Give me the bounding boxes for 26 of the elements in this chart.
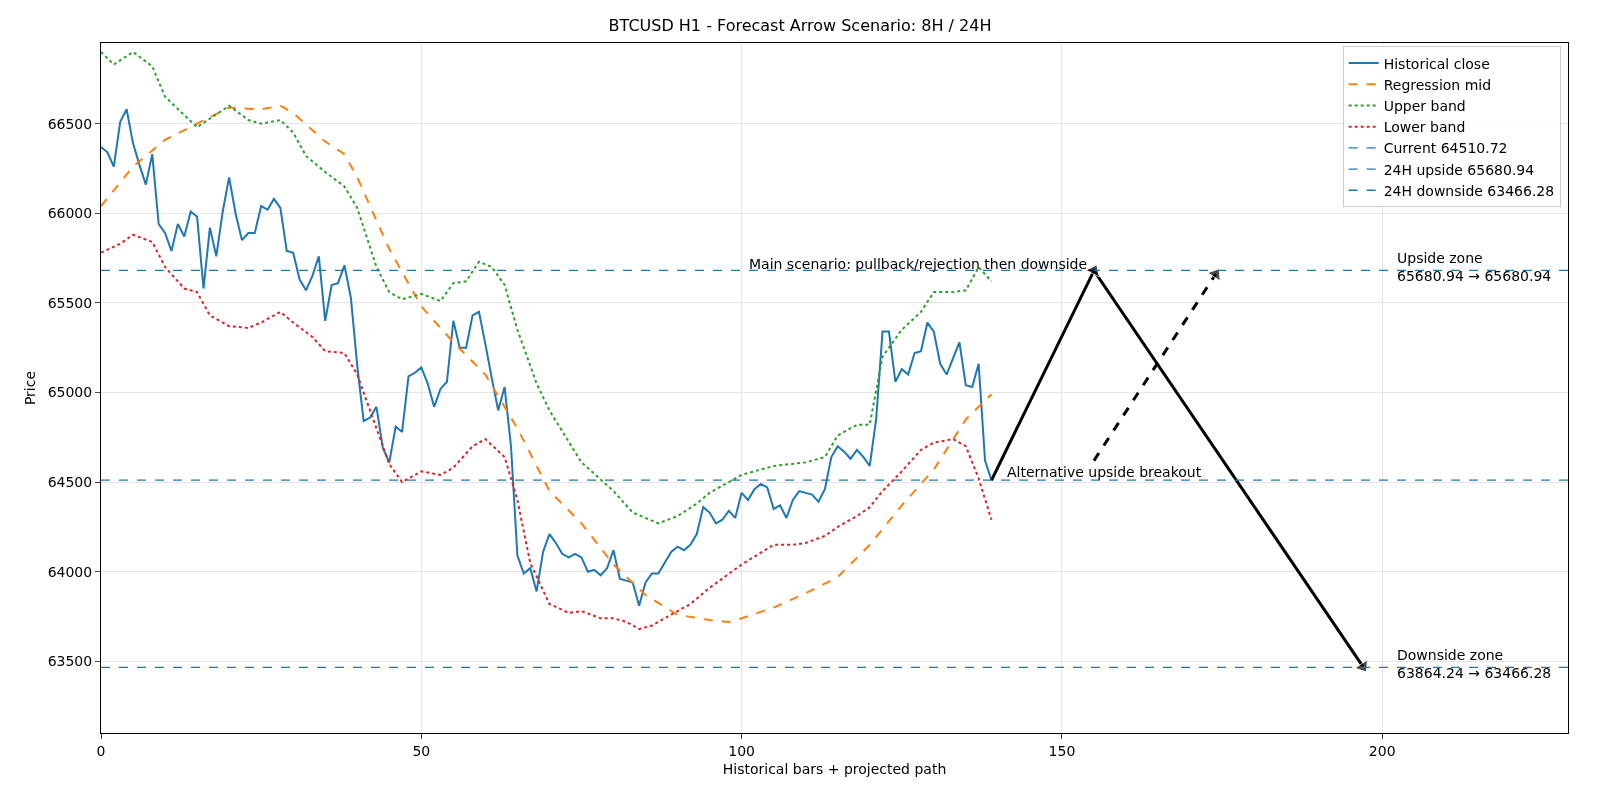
annotation: Downside zone 63864.24 → 63466.28 — [1397, 647, 1552, 682]
y-tick-label: 65500 — [47, 294, 93, 311]
x-tick-label: 100 — [728, 742, 755, 759]
x-tick-label: 50 — [412, 742, 431, 759]
legend-label: Lower band — [1383, 119, 1466, 136]
legend-label: Current 64510.72 — [1383, 140, 1508, 157]
legend-label: 24H downside 63466.28 — [1383, 182, 1555, 199]
legend-label: 24H upside 65680.94 — [1383, 161, 1535, 178]
y-tick-label: 65000 — [47, 384, 93, 401]
y-tick-label: 63500 — [47, 653, 93, 670]
annotation: Alternative upside breakout — [1007, 464, 1202, 480]
annotation: Main scenario: pullback/rejection then downside — [749, 256, 1088, 272]
annotation: Upside zone 65680.94 → 65680.94 — [1397, 250, 1552, 285]
x-tick-label: 150 — [1048, 742, 1076, 759]
y-tick-label: 64000 — [47, 563, 93, 580]
legend-label: Historical close — [1383, 55, 1490, 72]
chart-title: BTCUSD H1 - Forecast Arrow Scenario: 8H / 24H — [608, 16, 992, 36]
y-tick-label: 66500 — [47, 115, 93, 132]
legend-label: Upper band — [1383, 97, 1466, 114]
y-tick-label: 64500 — [47, 473, 93, 490]
x-axis-title: Historical bars + projected path — [722, 761, 947, 778]
y-axis-title: Price — [22, 370, 39, 406]
x-tick-label: 200 — [1368, 742, 1396, 759]
y-tick-label: 66000 — [47, 205, 93, 222]
legend-label: Regression mid — [1383, 76, 1492, 93]
x-tick-label: 0 — [96, 742, 106, 759]
